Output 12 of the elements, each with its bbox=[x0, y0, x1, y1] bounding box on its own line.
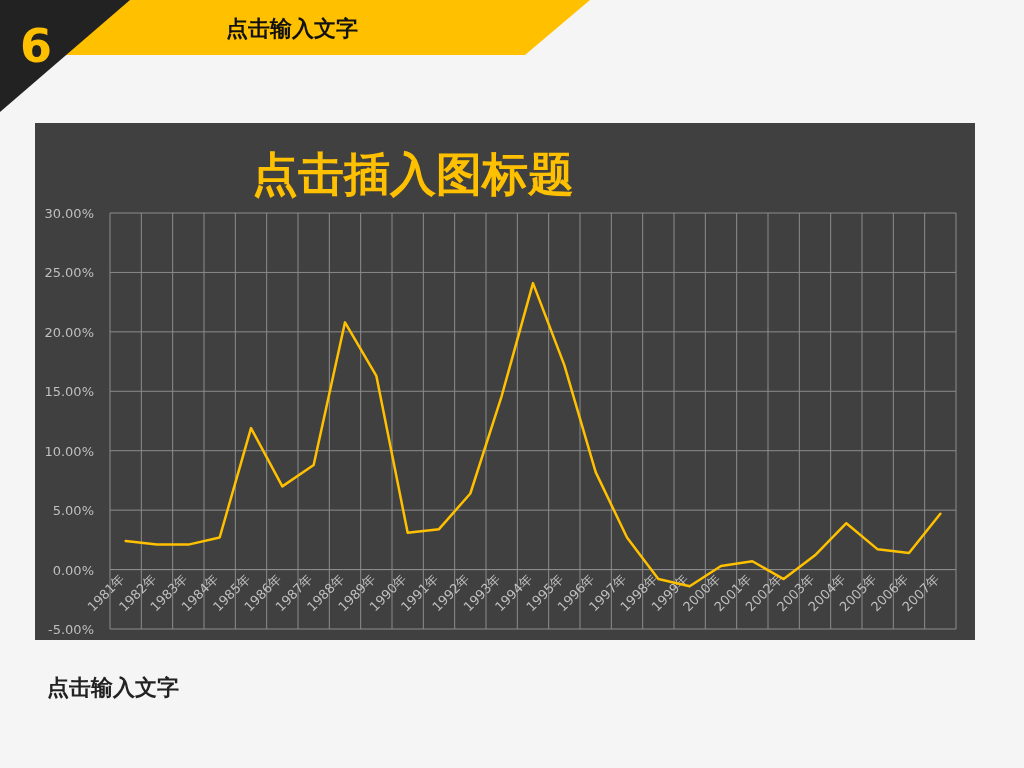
y-tick-label: 5.00% bbox=[52, 503, 94, 519]
y-tick-label: 25.00% bbox=[44, 265, 94, 281]
chart-title: 点击插入图标题 bbox=[252, 147, 574, 201]
y-tick-label: 10.00% bbox=[44, 443, 94, 459]
text: 6 bbox=[19, 19, 53, 73]
y-tick-label: -5.00% bbox=[48, 622, 94, 637]
text: 点击输入文字 bbox=[226, 16, 358, 41]
y-tick-label: 0.00% bbox=[52, 562, 94, 578]
y-tick-label: 30.00% bbox=[44, 206, 94, 221]
y-tick-label: 20.00% bbox=[44, 324, 94, 340]
y-tick-label: 15.00% bbox=[44, 384, 94, 400]
text: 点击输入文字 bbox=[47, 675, 179, 700]
